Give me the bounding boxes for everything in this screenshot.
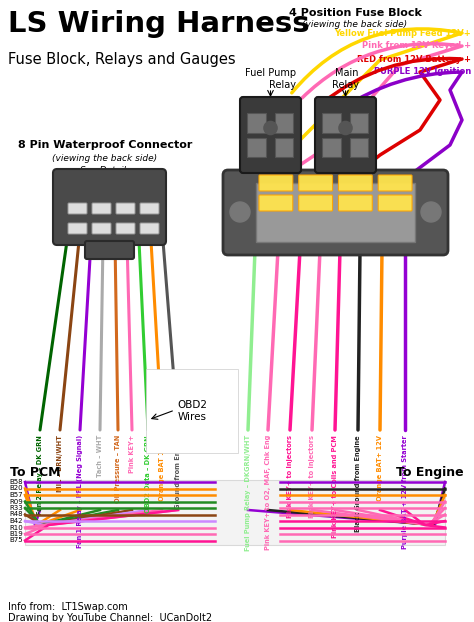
FancyBboxPatch shape [92,203,111,214]
Text: B58: B58 [9,479,23,485]
Text: Fuel Pump
Relay: Fuel Pump Relay [245,68,296,90]
Text: B57: B57 [9,492,23,498]
FancyBboxPatch shape [92,223,111,234]
Text: Drawing by YouTube Channel:  UCanDoIt2: Drawing by YouTube Channel: UCanDoIt2 [8,613,212,622]
FancyBboxPatch shape [85,241,134,259]
Text: 4 Position Fuse Block: 4 Position Fuse Block [289,8,421,18]
FancyBboxPatch shape [240,97,301,173]
FancyBboxPatch shape [68,223,87,234]
Text: Pink KEY+ to Coils and PCM: Pink KEY+ to Coils and PCM [332,435,338,538]
FancyBboxPatch shape [299,195,333,211]
Text: Fuse Block, Relays and Gauges: Fuse Block, Relays and Gauges [8,52,236,67]
Circle shape [264,121,277,134]
Text: B20: B20 [9,486,23,491]
FancyBboxPatch shape [25,480,445,545]
Text: 8 Pin Waterproof Connector: 8 Pin Waterproof Connector [18,140,192,150]
FancyBboxPatch shape [322,113,341,132]
Text: Pink KEY+: Pink KEY+ [129,435,135,473]
Text: Pink KEY+ to Injectors: Pink KEY+ to Injectors [309,435,315,518]
FancyBboxPatch shape [223,170,448,255]
Text: Main
Relay: Main Relay [332,68,359,90]
Text: Pink from 12V Keyed +: Pink from 12V Keyed + [362,42,471,50]
Text: R48: R48 [9,511,23,518]
Text: Orange BAT+ 12V: Orange BAT+ 12V [377,435,383,501]
FancyBboxPatch shape [116,223,135,234]
Text: R10: R10 [9,524,23,531]
Text: Info from:  LT1Swap.com: Info from: LT1Swap.com [8,602,128,612]
FancyBboxPatch shape [378,195,412,211]
FancyBboxPatch shape [140,223,159,234]
Text: MIL – BRN/WHT: MIL – BRN/WHT [57,435,63,492]
Circle shape [230,202,250,222]
Text: Fan 1 Relay – PPL (Neg Signal): Fan 1 Relay – PPL (Neg Signal) [77,435,83,548]
Circle shape [421,202,441,222]
Text: (viewing the back side): (viewing the back side) [53,154,157,163]
Text: Fuel Pump Relay – DKGRN/WHT: Fuel Pump Relay – DKGRN/WHT [245,435,251,551]
FancyBboxPatch shape [275,137,293,157]
FancyBboxPatch shape [350,137,368,157]
FancyBboxPatch shape [53,169,166,245]
Text: Yellow Fuel Pump Feed 12V+: Yellow Fuel Pump Feed 12V+ [334,29,471,37]
FancyBboxPatch shape [338,195,372,211]
Text: R09: R09 [9,498,23,504]
Text: Fan 2 Relay – DK GRN: Fan 2 Relay – DK GRN [37,435,43,515]
FancyBboxPatch shape [259,175,293,191]
FancyBboxPatch shape [322,137,341,157]
FancyBboxPatch shape [116,203,135,214]
Text: Tach – WHT: Tach – WHT [97,435,103,477]
Text: See Details: See Details [80,166,130,175]
Text: Black Ground from Engine: Black Ground from Engine [355,435,361,532]
Text: Oil Pressure – TAN: Oil Pressure – TAN [115,435,121,503]
FancyBboxPatch shape [378,175,412,191]
Text: OBD2 Data – DK GRN: OBD2 Data – DK GRN [145,435,151,513]
Text: Purple BAT + 12V from Starter: Purple BAT + 12V from Starter [402,435,408,549]
Text: To PCM: To PCM [10,466,61,479]
Text: B42: B42 [9,518,23,524]
FancyBboxPatch shape [140,203,159,214]
Text: OBD2
Wires: OBD2 Wires [177,400,207,422]
Circle shape [339,121,352,134]
Text: B19: B19 [9,531,23,537]
Text: Pink KEY+ to O2, MAF, Chk Eng: Pink KEY+ to O2, MAF, Chk Eng [265,435,271,550]
Text: PURPLE 12V Ignition: PURPLE 12V Ignition [374,68,471,77]
Text: RED from 12V Battery +: RED from 12V Battery + [357,55,471,63]
Text: Ground from Engine: Ground from Engine [175,435,181,509]
Text: (viewing the back side): (viewing the back side) [302,20,408,29]
FancyBboxPatch shape [247,137,266,157]
Text: LS Wiring Harness: LS Wiring Harness [8,10,310,38]
FancyBboxPatch shape [338,175,372,191]
Text: Orange BAT 12V+: Orange BAT 12V+ [159,435,165,501]
FancyBboxPatch shape [315,97,376,173]
Text: B75: B75 [9,537,23,544]
FancyBboxPatch shape [275,113,293,132]
FancyBboxPatch shape [259,195,293,211]
FancyBboxPatch shape [68,203,87,214]
FancyBboxPatch shape [350,113,368,132]
FancyBboxPatch shape [247,113,266,132]
Text: To Engine: To Engine [396,466,464,479]
FancyBboxPatch shape [299,175,333,191]
FancyBboxPatch shape [256,183,415,242]
Text: R33: R33 [9,505,23,511]
Text: Pink KEY+ to Injectors: Pink KEY+ to Injectors [287,435,293,518]
